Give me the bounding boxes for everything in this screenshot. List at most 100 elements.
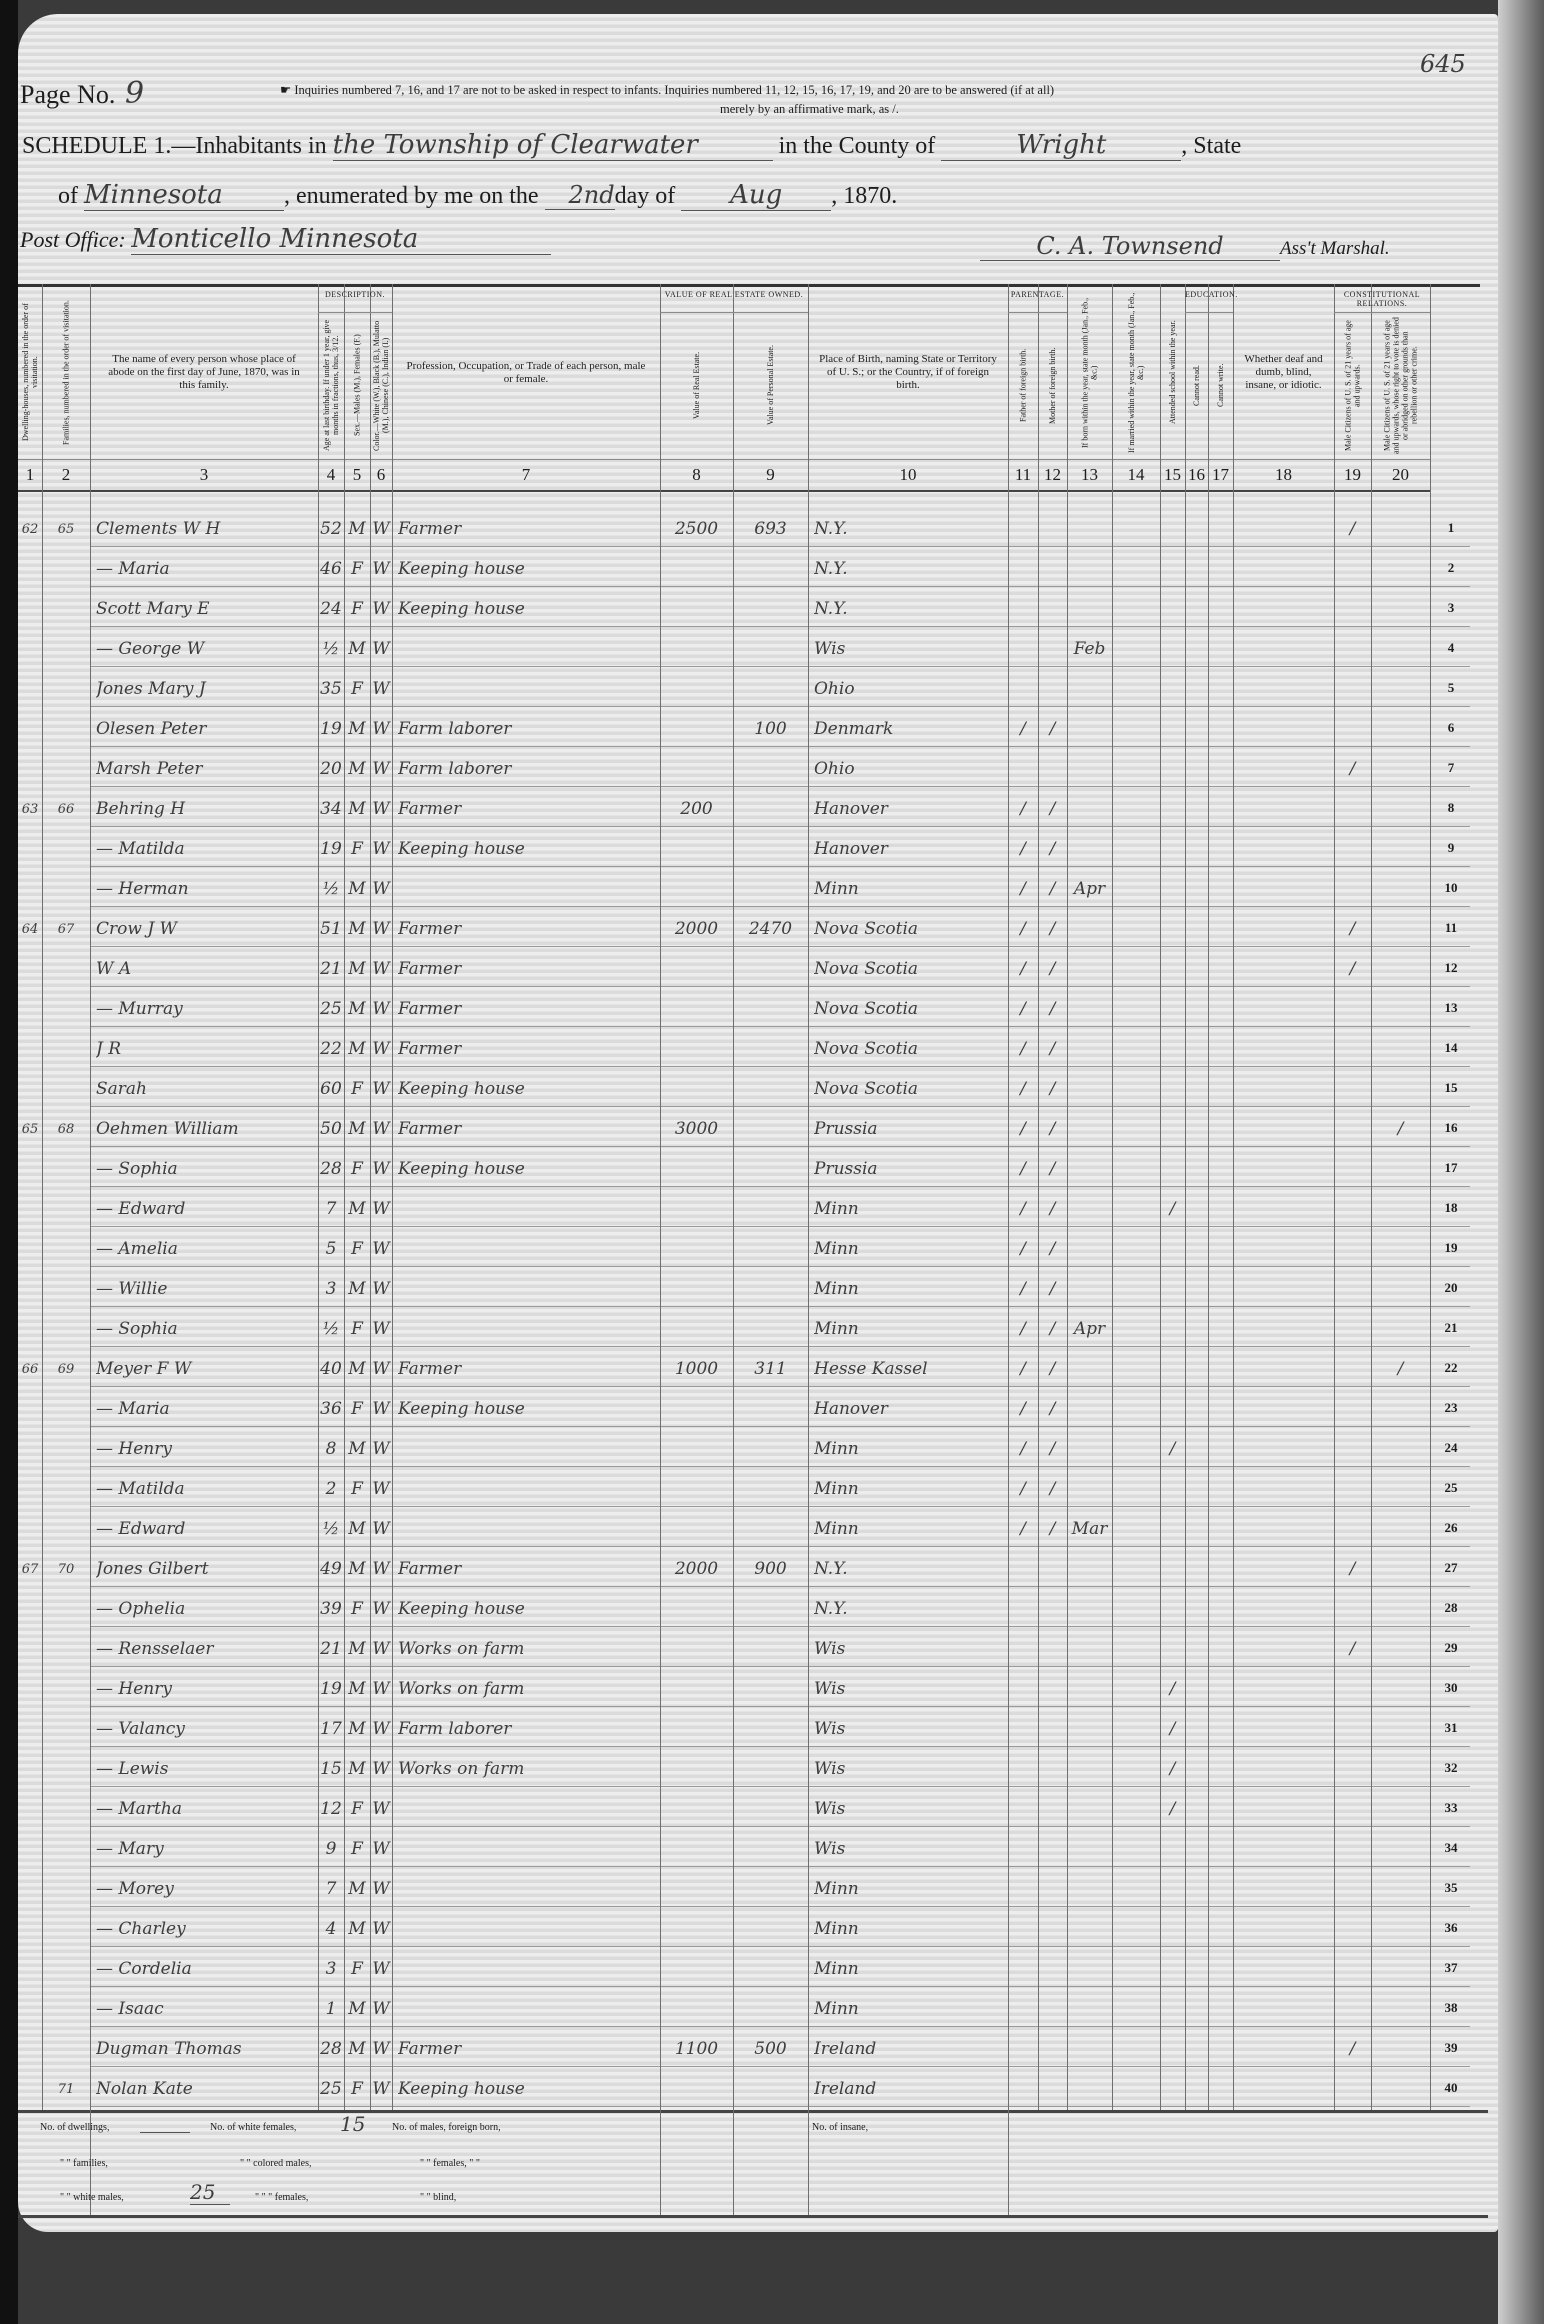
age: 36 <box>320 1399 342 1419</box>
sex: F <box>351 1399 363 1419</box>
column-number-2: 2 <box>61 465 71 484</box>
description-group-header: Description. <box>324 290 385 299</box>
age: 22 <box>320 1039 342 1059</box>
person-name: — Isaac <box>96 1999 164 2019</box>
personal-estate-value <box>733 1952 808 1986</box>
column-rule <box>1112 284 1113 2110</box>
occupation: Farm laborer <box>398 759 512 779</box>
vote-denied-mark <box>1371 1472 1430 1506</box>
born-within-year <box>1067 2032 1112 2066</box>
row-rule <box>90 1346 1470 1347</box>
column-rule <box>370 284 371 2110</box>
family-number <box>42 872 90 906</box>
cannot-write-mark <box>1208 1952 1233 1986</box>
cannot-read-mark <box>1185 1512 1208 1546</box>
disability <box>1233 1152 1334 1186</box>
family-number <box>42 1592 90 1626</box>
real-estate-value <box>660 592 733 626</box>
line-number: 23 <box>1444 1400 1458 1415</box>
person-name: Crow J W <box>96 919 178 939</box>
birthplace: Minn <box>814 1959 859 1979</box>
color: W <box>372 2079 390 2099</box>
line-number: 20 <box>1444 1280 1458 1295</box>
born-within-year <box>1067 1272 1112 1306</box>
sex: M <box>348 1439 366 1459</box>
age: 2 <box>325 1479 337 1499</box>
cannot-read-mark <box>1185 832 1208 866</box>
father-foreign-mark: / <box>1020 719 1026 739</box>
attended-school-mark <box>1160 1032 1185 1066</box>
enumeration-line: of Minnesota, enumerated by me on the 2n… <box>58 180 897 211</box>
person-name: — Matilda <box>96 1479 185 1499</box>
family-number <box>42 1792 90 1826</box>
occupation: Farmer <box>398 799 462 819</box>
cannot-read-mark <box>1185 712 1208 746</box>
cannot-write-mark <box>1208 1992 1233 2026</box>
age: 3 <box>325 1959 337 1979</box>
attended-school-mark <box>1160 872 1185 906</box>
personal-estate-value <box>733 1192 808 1226</box>
personal-estate-value <box>733 992 808 1026</box>
cannot-write-mark <box>1208 912 1233 946</box>
cannot-write-mark <box>1208 1272 1233 1306</box>
sex: F <box>351 1599 363 1619</box>
dwelling-number <box>18 1752 42 1786</box>
born-within-year <box>1067 1592 1112 1626</box>
person-name: — Martha <box>96 1799 182 1819</box>
color: W <box>372 2039 390 2059</box>
born-within-year <box>1067 1672 1112 1706</box>
birthplace: Nova Scotia <box>814 1079 919 1099</box>
column-number-1: 1 <box>25 465 35 484</box>
disability <box>1233 712 1334 746</box>
row-rule <box>90 1026 1470 1027</box>
age: ½ <box>322 879 340 899</box>
cannot-read-mark <box>1185 1632 1208 1666</box>
sex: F <box>351 1839 363 1859</box>
vote-denied-mark <box>1371 632 1430 666</box>
color: W <box>372 679 390 699</box>
dwelling-number <box>18 872 42 906</box>
column-number-3: 3 <box>199 465 209 484</box>
married-within-year <box>1112 1312 1160 1346</box>
personal-estate-value <box>733 2072 808 2106</box>
married-within-year <box>1112 512 1160 546</box>
married-within-year <box>1112 1992 1160 2026</box>
cannot-read-mark <box>1185 1672 1208 1706</box>
married-within-year <box>1112 1072 1160 1106</box>
occupation: Keeping house <box>398 2079 525 2099</box>
vote-denied-mark <box>1371 832 1430 866</box>
column-rule <box>1371 284 1372 2110</box>
family-number: 71 <box>57 2081 75 2097</box>
column-header-19: Male Citizens of U. S. of 21 years of ag… <box>1343 320 1362 451</box>
mother-foreign-mark: / <box>1049 719 1056 739</box>
father-foreign-mark <box>1008 1792 1038 1826</box>
column-number-19: 19 <box>1344 465 1361 484</box>
age: 24 <box>320 599 342 619</box>
family-number <box>42 1232 90 1266</box>
age: 60 <box>320 1079 342 1099</box>
cannot-write-mark <box>1208 1632 1233 1666</box>
mother-foreign-mark: / <box>1049 1359 1056 1379</box>
age: 19 <box>320 1679 342 1699</box>
person-name: — Rensselaer <box>96 1639 214 1659</box>
person-name: — Morey <box>96 1879 174 1899</box>
disability <box>1233 832 1334 866</box>
row-rule <box>90 1066 1470 1067</box>
schedule-line: SCHEDULE 1.—Inhabitants in the Township … <box>22 130 1241 161</box>
color: W <box>372 1999 390 2019</box>
vote-denied-mark <box>1371 912 1430 946</box>
line-number: 5 <box>1447 680 1455 695</box>
cannot-write-mark <box>1208 1712 1233 1746</box>
father-foreign-mark <box>1008 1872 1038 1906</box>
cannot-write-mark <box>1208 1552 1233 1586</box>
attended-school-mark: / <box>1169 1719 1176 1739</box>
married-within-year <box>1112 1192 1160 1226</box>
year-label: , 1870. <box>831 183 898 209</box>
line-number: 36 <box>1444 1920 1458 1935</box>
male-citizen-mark <box>1334 1752 1371 1786</box>
born-within-year <box>1067 912 1112 946</box>
color: W <box>372 1239 390 1259</box>
father-foreign-mark <box>1008 1832 1038 1866</box>
personal-estate-value <box>733 1392 808 1426</box>
personal-estate-value <box>733 672 808 706</box>
